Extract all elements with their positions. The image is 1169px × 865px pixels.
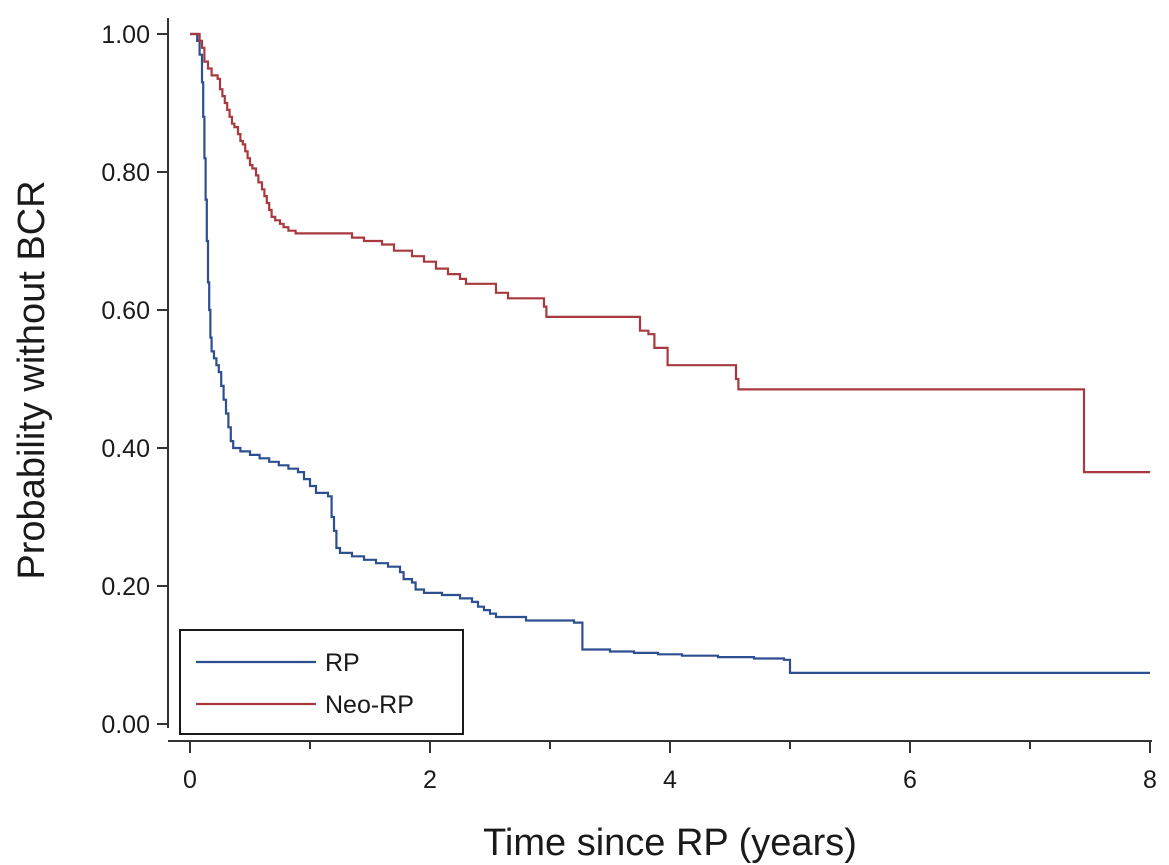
x-tick-label: 0	[183, 766, 197, 794]
x-tick-label: 6	[903, 766, 917, 794]
series-line-neo-rp	[190, 32, 1150, 474]
x-tick-label: 2	[423, 766, 437, 794]
y-tick-label: 0.20	[101, 573, 150, 601]
series-line-rp	[190, 32, 1150, 674]
y-axis-ticks: 0.00 0.20 0.40 0.60 0.80 1.00	[101, 21, 168, 739]
y-tick-label: 0.00	[101, 711, 150, 739]
y-tick-label: 0.40	[101, 435, 150, 463]
y-tick-label: 1.00	[101, 21, 150, 49]
x-tick-label: 4	[663, 766, 677, 794]
legend-label-rp: RP	[325, 649, 360, 677]
plot-area: 0.00 0.20 0.40 0.60 0.80 1.00 0 2 4 6 8 RP Neo-RP	[101, 18, 1157, 794]
y-axis-title: Probability without BCR	[11, 180, 53, 579]
legend-box	[179, 629, 464, 735]
x-axis-ticks: 0 2 4 6 8	[183, 741, 1157, 794]
y-tick-label: 0.80	[101, 159, 150, 187]
legend: RP Neo-RP	[179, 629, 464, 735]
x-axis-title: Time since RP (years)	[483, 822, 857, 864]
series-layer	[190, 32, 1150, 674]
y-tick-label: 0.60	[101, 297, 150, 325]
x-tick-label: 8	[1143, 766, 1157, 794]
legend-label-neo-rp: Neo-RP	[325, 691, 414, 719]
